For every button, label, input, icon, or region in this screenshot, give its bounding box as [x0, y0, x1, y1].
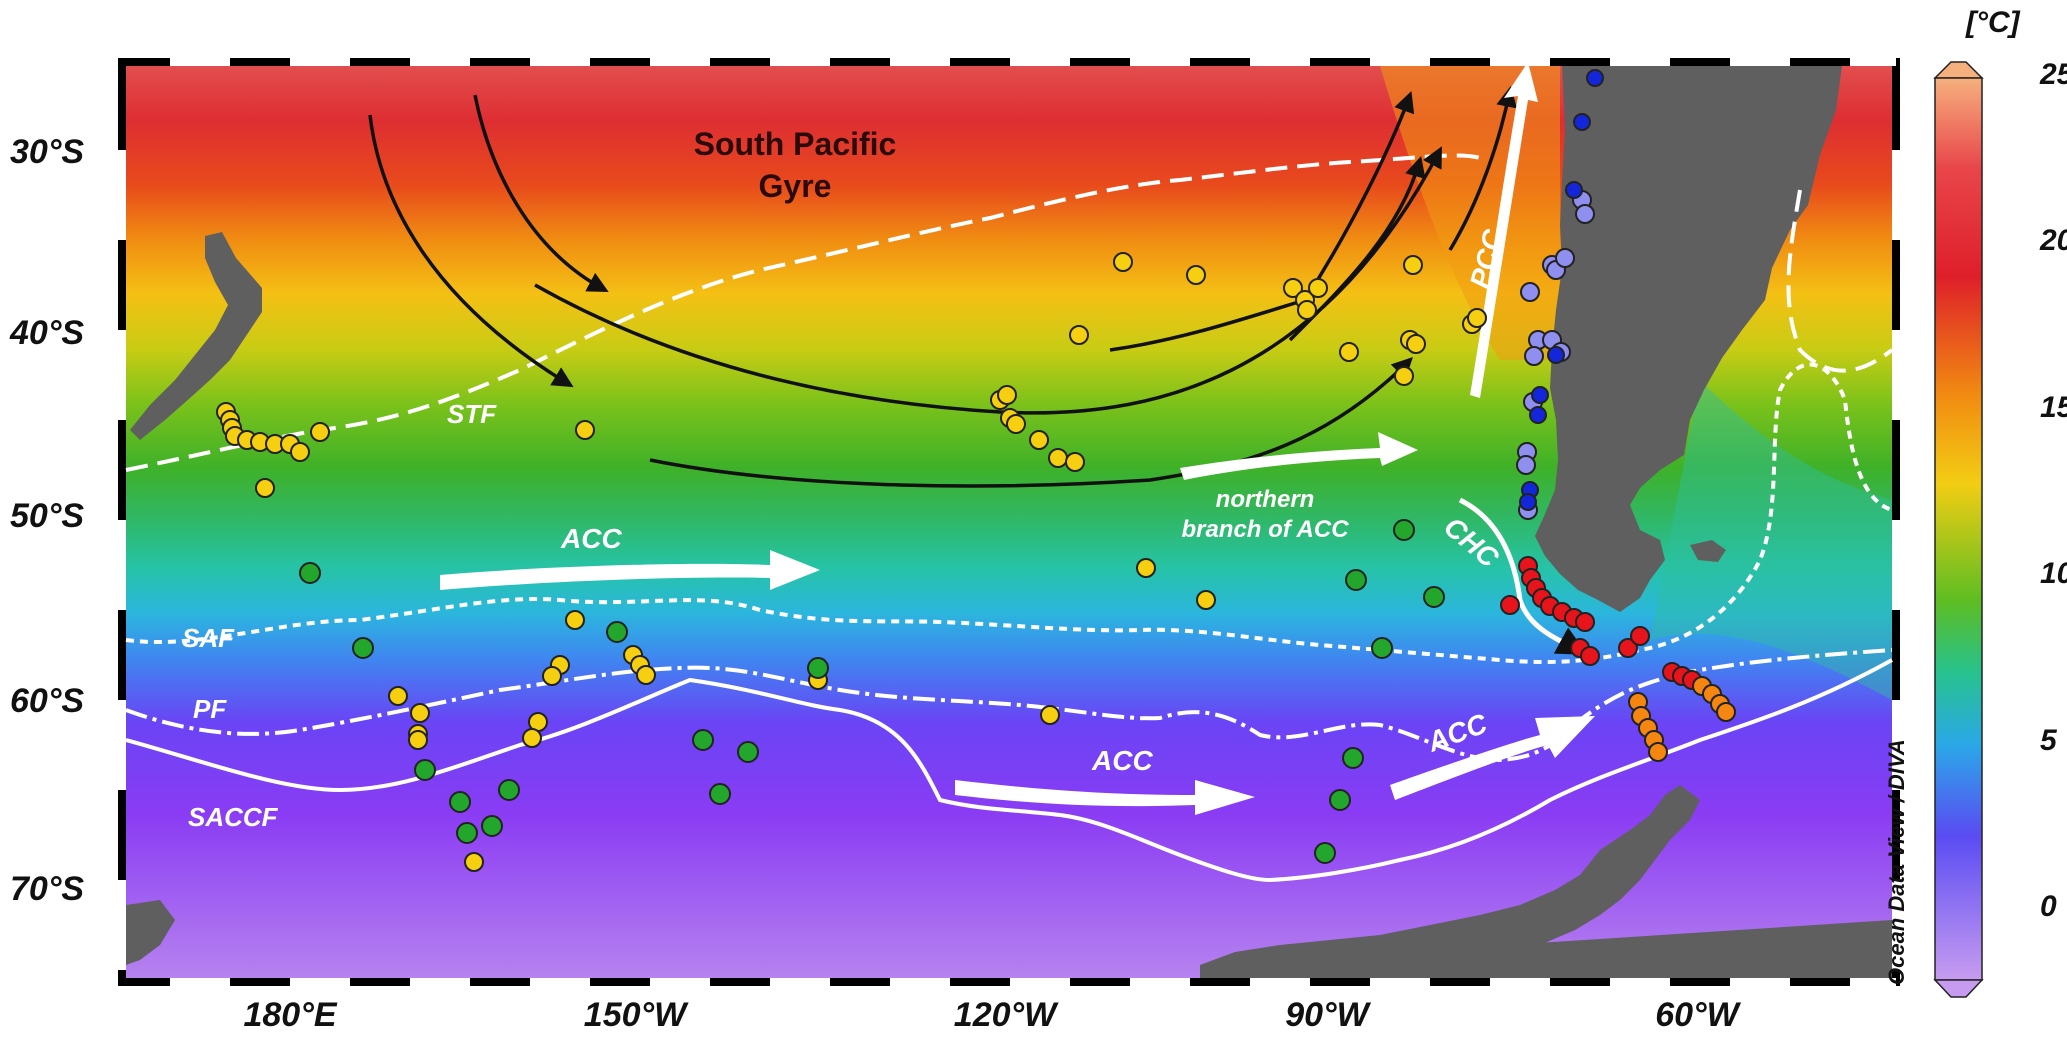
gyre-arrow-2 [368, 114, 574, 388]
colorbar [1933, 61, 1984, 998]
odv-credit: Ocean Data View / DIVA [1884, 739, 1909, 985]
new-zealand [130, 232, 262, 440]
colorbar-tick-0: 0 [2040, 890, 2057, 923]
colorbar-unit: [°C] [1966, 6, 2020, 39]
colorbar-tick-15: 15 [2040, 391, 2067, 424]
stf-front [125, 153, 1481, 472]
acc-east-arrow [1390, 716, 1595, 800]
acc-west-label: ACC [560, 523, 622, 554]
current-arrows [440, 62, 1595, 815]
saf-front [125, 362, 1893, 664]
saccf-front [125, 658, 1893, 883]
sites-orange [1628, 676, 1736, 762]
northern-branch-label-1: northern [1216, 486, 1315, 513]
lon-label-150w: 150°W [583, 996, 687, 1034]
falkland-islands [1690, 540, 1726, 562]
colorbar-tick-5: 5 [2040, 724, 2057, 757]
lat-label-70s: 70°S [10, 870, 85, 908]
lon-label-180e: 180°E [243, 996, 337, 1034]
lon-label-120w: 120°W [953, 996, 1057, 1034]
colorbar-tick-25: 25 [2040, 58, 2067, 91]
acc-west-arrow [440, 550, 820, 590]
colorbar-tick-20: 20 [2040, 224, 2067, 257]
sites-darkblue [1519, 69, 1604, 511]
stf-front-east [1786, 189, 1894, 373]
acc-south-label: ACC [1091, 745, 1153, 776]
gyre-arrow-1 [473, 94, 609, 292]
saf-label: SAF [182, 623, 235, 653]
antarctic-peninsula [1200, 785, 1700, 978]
south-america [1535, 66, 1842, 612]
northern-branch-arrow [1180, 432, 1418, 480]
chc-arrow [1458, 497, 1588, 655]
lat-label-30s: 30°S [10, 133, 85, 171]
sites-red [1500, 556, 1702, 690]
gyre-title-line1: South Pacific [694, 126, 897, 162]
antarctica [1200, 920, 1892, 978]
lat-label-40s: 40°S [10, 314, 85, 352]
lat-label-50s: 50°S [10, 497, 85, 535]
northern-branch-label-2: branch of ACC [1181, 516, 1349, 543]
gyre-arrow-7 [1448, 85, 1517, 251]
colorbar-tick-10: 10 [2040, 557, 2067, 590]
lon-label-90w: 90°W [1285, 996, 1369, 1034]
sites-lightblue [1516, 190, 1595, 520]
gyre-arrow-4 [649, 357, 1413, 488]
pf-label: PF [193, 694, 227, 724]
sites-yellow [216, 252, 1487, 872]
antarctica-west [126, 900, 175, 965]
saccf-label: SACCF [188, 802, 279, 832]
lon-label-60w: 60°W [1655, 996, 1739, 1034]
lat-label-60s: 60°S [10, 682, 85, 720]
frame-ticks [118, 58, 1900, 986]
sites-green [299, 519, 1445, 864]
land-masses [126, 66, 1892, 978]
gyre-title-line2: Gyre [759, 168, 832, 204]
pcc-arrow [1470, 62, 1538, 398]
stf-label: STF [447, 399, 497, 429]
acc-south-arrow [955, 780, 1255, 815]
